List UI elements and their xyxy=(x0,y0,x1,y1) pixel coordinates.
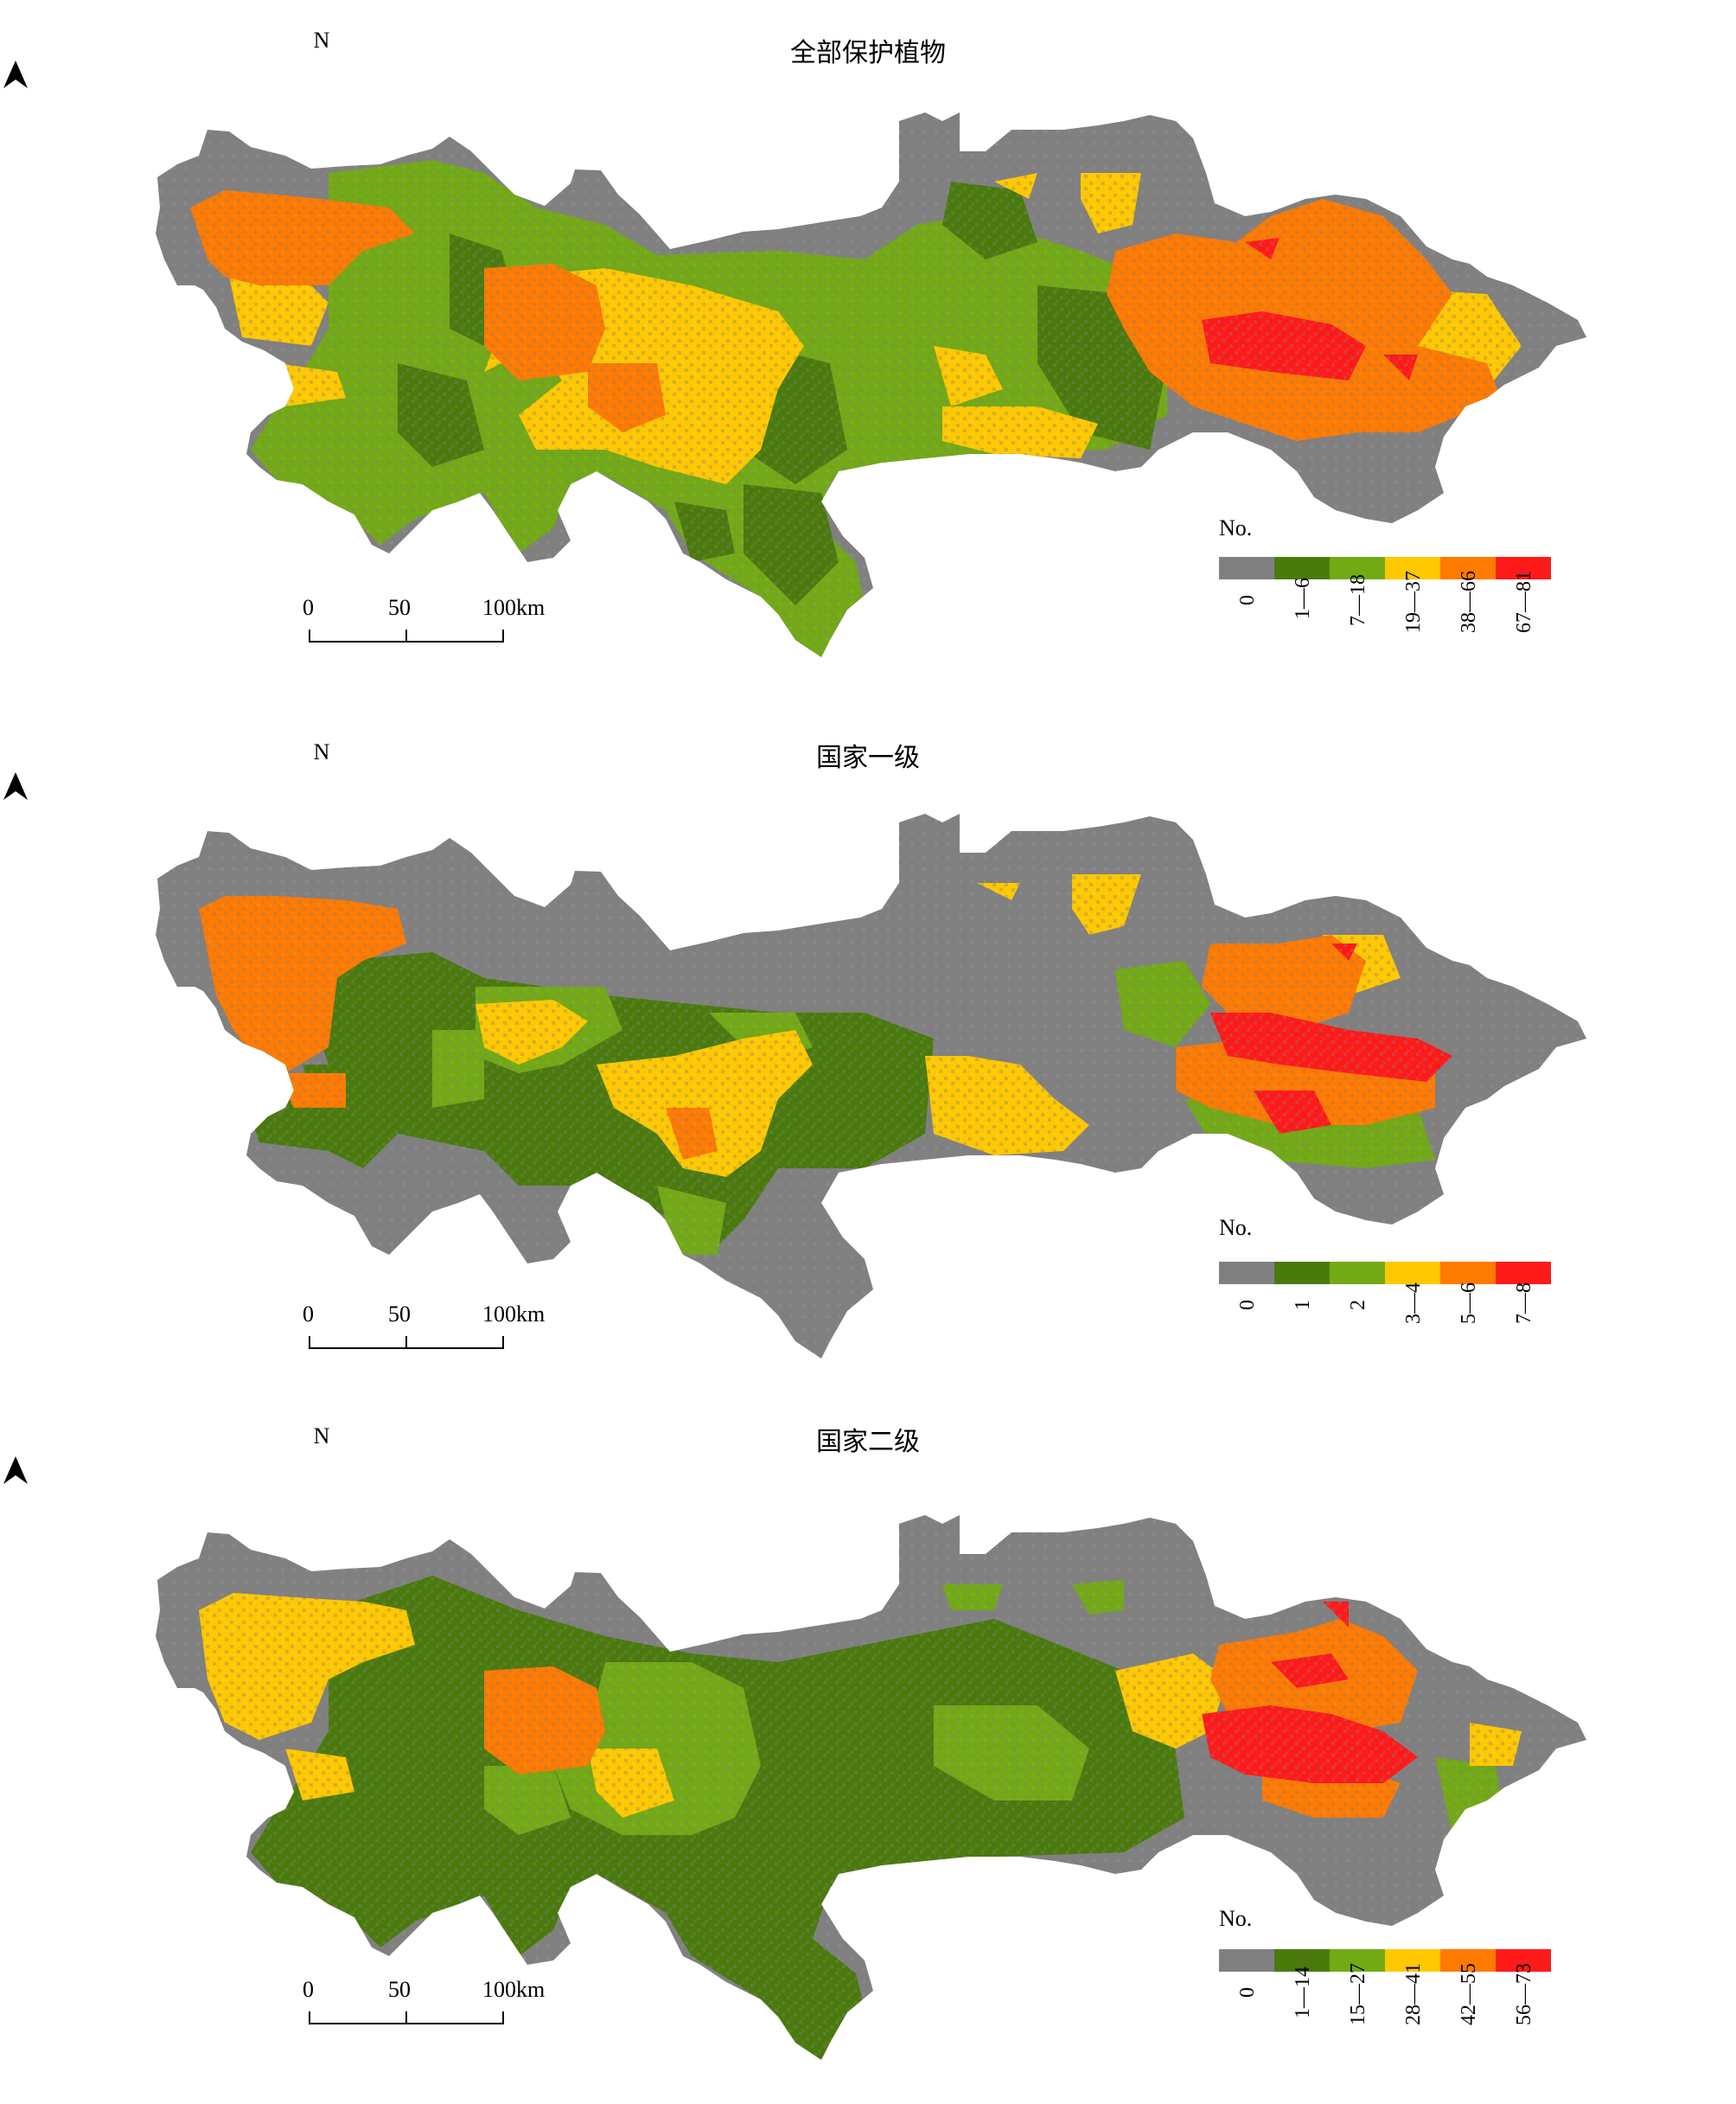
legend-swatch xyxy=(1219,1949,1274,1972)
scale-bar xyxy=(309,1336,504,1349)
legend-swatch xyxy=(1274,1262,1330,1284)
north-arrow-icon xyxy=(3,1456,28,1484)
scale-label-0: 0 xyxy=(303,595,314,620)
panel-title: 国家二级 xyxy=(816,1428,920,1456)
legend-swatch xyxy=(1219,1262,1274,1284)
legend-swatch xyxy=(1274,557,1330,579)
legend-title: No. xyxy=(1219,1215,1253,1240)
north-arrow-icon xyxy=(3,772,28,800)
legend-label: 67—81 xyxy=(1513,571,1535,633)
legend-swatch xyxy=(1385,1949,1440,1972)
legend-label: 0 xyxy=(1236,1300,1259,1310)
legend-label: 42—55 xyxy=(1458,1963,1480,2025)
panel-national-second-class: 国家二级 N 0 50 100km No. 0 1—14 15—27 28—41 42—… xyxy=(0,1403,1736,2104)
scale-label-0: 0 xyxy=(303,1301,314,1327)
legend-label: 28—41 xyxy=(1402,1963,1425,2025)
north-label: N xyxy=(313,1423,330,1448)
legend-label: 15—27 xyxy=(1347,1963,1369,2025)
legend-label: 0 xyxy=(1236,595,1259,605)
legend-swatch xyxy=(1274,1949,1330,1972)
scale-label-100km: 100km xyxy=(482,1301,546,1327)
legend-swatch xyxy=(1219,557,1274,579)
north-arrow-icon xyxy=(3,61,28,88)
scale-bar xyxy=(309,2011,504,2024)
legend-swatch xyxy=(1330,1949,1385,1972)
legend-swatch xyxy=(1385,1262,1440,1284)
panel-all-protected: 全部保护植物 N 0 50 100km No. 0 1—6 7—18 19—37 38—… xyxy=(0,0,1736,701)
legend-label: 19—37 xyxy=(1402,571,1425,633)
north-label: N xyxy=(313,739,330,764)
legend-label: 1—14 xyxy=(1292,1967,1314,2018)
panel-title: 全部保护植物 xyxy=(790,39,946,67)
legend-swatch xyxy=(1496,1949,1551,1972)
map-canvas xyxy=(156,1515,1586,2060)
scale-label-50: 50 xyxy=(388,1301,411,1327)
north-label: N xyxy=(313,28,330,53)
legend-label: 1 xyxy=(1292,1300,1314,1310)
legend-swatch xyxy=(1330,557,1385,579)
scale-label-0: 0 xyxy=(303,1977,314,2002)
legend-label: 56—73 xyxy=(1513,1963,1535,2025)
scale-label-50: 50 xyxy=(388,1977,411,2002)
legend-label: 5—6 xyxy=(1458,1282,1480,1324)
scale-label-100km: 100km xyxy=(482,595,546,620)
legend-label: 1—6 xyxy=(1292,578,1314,619)
map-canvas xyxy=(156,112,1586,657)
legend-label: 7—8 xyxy=(1513,1282,1535,1324)
legend-label: 2 xyxy=(1347,1300,1369,1310)
legend-swatch xyxy=(1440,1262,1496,1284)
panel-title: 国家一级 xyxy=(816,744,920,772)
legend-swatch xyxy=(1330,1262,1385,1284)
legend-swatch xyxy=(1440,1949,1496,1972)
legend-swatch xyxy=(1440,557,1496,579)
legend-swatch xyxy=(1385,557,1440,579)
scale-label-50: 50 xyxy=(388,595,411,620)
legend-label: 3—4 xyxy=(1402,1282,1425,1324)
legend-title: No. xyxy=(1219,1906,1253,1931)
legend-label: 7—18 xyxy=(1347,574,1369,626)
legend-swatch xyxy=(1496,557,1551,579)
legend-label: 38—66 xyxy=(1458,571,1480,633)
legend-title: No. xyxy=(1219,515,1253,540)
legend-label: 0 xyxy=(1236,1987,1259,1998)
scale-bar xyxy=(309,630,504,643)
scale-label-100km: 100km xyxy=(482,1977,546,2002)
panel-national-first-class: 国家一级 N 0 50 100km No. 0 1 2 3—4 5—6 7—8 xyxy=(0,701,1736,1403)
legend-swatch xyxy=(1496,1262,1551,1284)
